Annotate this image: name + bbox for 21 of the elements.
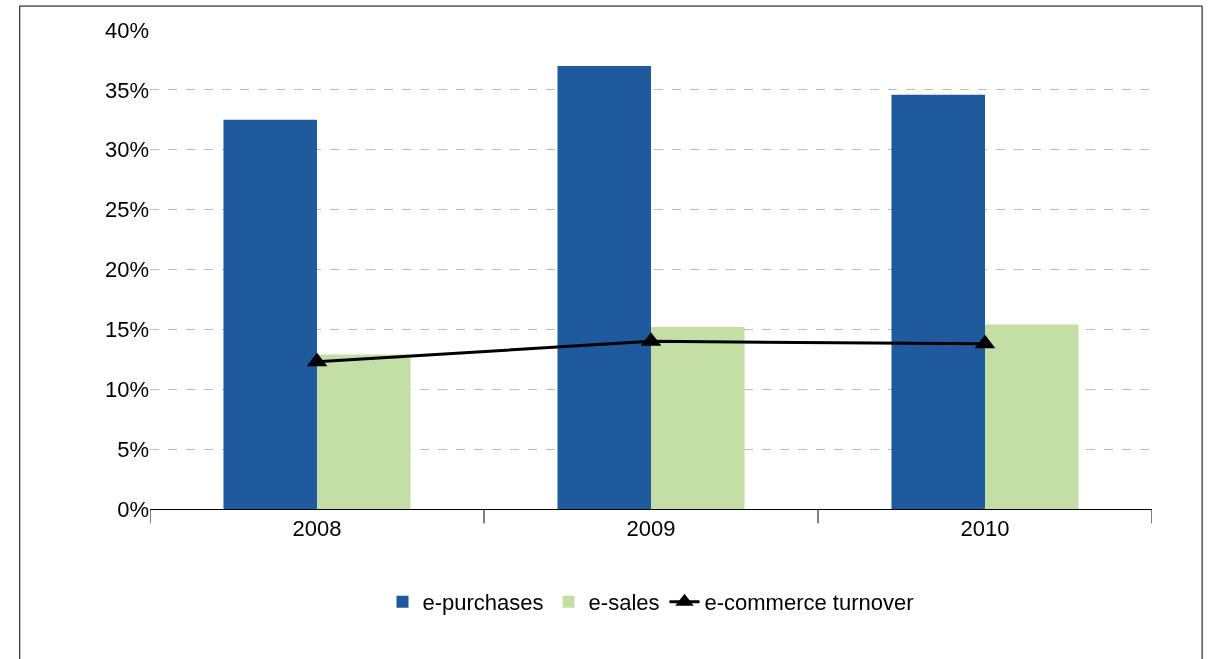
y-tick-label: 35% [104,77,149,103]
bar [651,326,745,509]
y-tick-label: 30% [104,137,149,163]
bar [891,94,985,509]
x-tick-label: 2008 [292,516,342,542]
legend-label: e-purchases [422,590,544,616]
y-tick-label: 15% [104,317,149,343]
legend-label: e-sales [588,590,660,616]
bar [985,324,1079,509]
bar [223,119,317,509]
bar [557,65,651,509]
y-tick-label: 5% [117,436,149,462]
y-tick-label: 0% [117,496,149,522]
y-tick-label: 40% [104,17,149,43]
x-tick-label: 2010 [960,516,1010,542]
y-tick-label: 20% [104,257,149,283]
y-tick-label: 10% [104,376,149,402]
bar [317,354,411,509]
legend-label: e-commerce turnover [704,590,914,616]
x-tick-label: 2009 [626,516,676,542]
y-tick-label: 25% [104,197,149,223]
